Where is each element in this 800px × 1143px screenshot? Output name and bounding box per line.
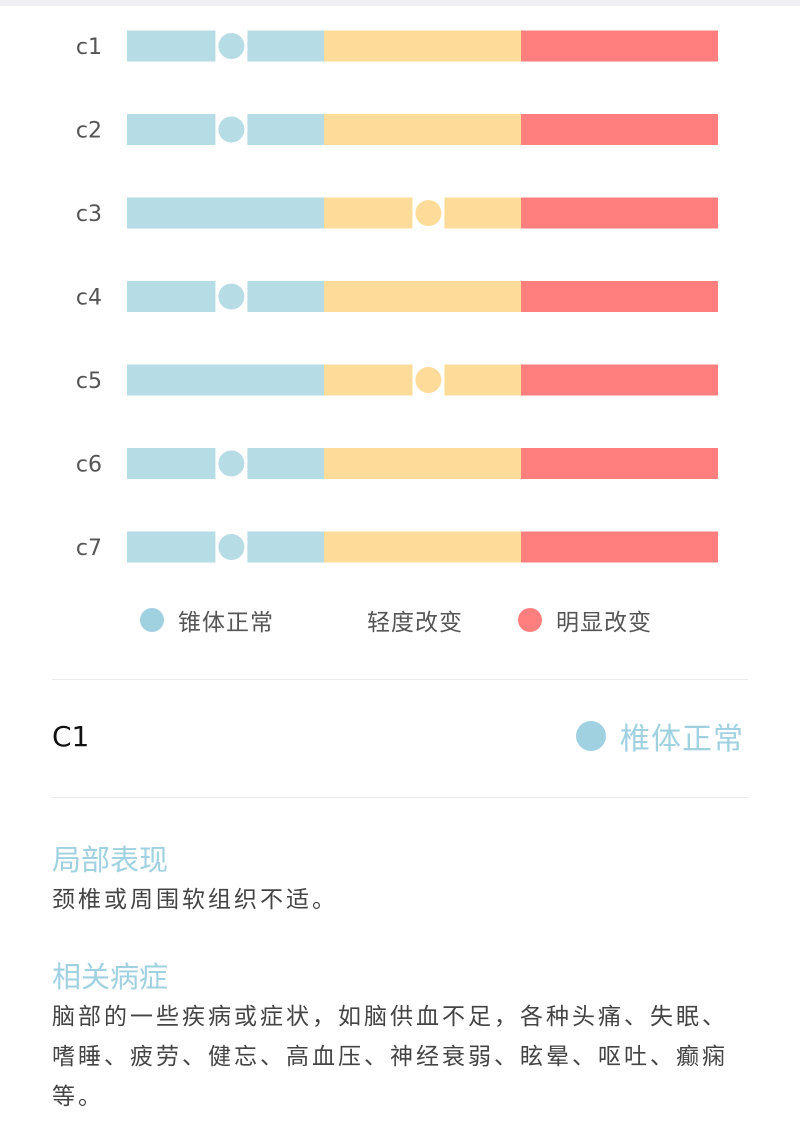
status-dot-icon (576, 721, 606, 751)
legend-label-severe: 明显改变 (556, 610, 652, 636)
bar-segment-c6-2 (324, 448, 522, 479)
chart-legend: 锥体正常 轻度改变 明显改变 (0, 598, 800, 642)
marker-dot-c7 (218, 534, 245, 560)
bar-segment-c7-2 (324, 531, 522, 563)
marker-dot-c2 (218, 116, 245, 143)
legend-dot-normal (140, 608, 164, 632)
section-title-related: 相关病症 (52, 960, 169, 994)
section-title-local: 局部表现 (52, 843, 169, 877)
section-related-diseases: 相关病症 脑部的一些疾病或症状，如脑供血不足，各种头痛、失眠、嗜睡、疲劳、健忘、… (52, 957, 752, 1117)
legend-label-mild: 轻度改变 (367, 610, 463, 636)
vertebra-status-chart: c1 c2 c3 c4 c5 c6 c7 (76, 30, 718, 563)
bar-segment-c5-1 (127, 364, 325, 396)
section-body-local: 颈椎或周围软组织不适。 (52, 887, 338, 913)
divider-bottom (52, 797, 748, 798)
marker-dot-c5 (415, 367, 442, 393)
bar-segment-c1-2 (324, 30, 522, 62)
marker-dot-c3 (415, 200, 442, 226)
row-label-c2: c2 (76, 119, 102, 144)
bar-segment-c5-3 (521, 364, 718, 396)
marker-dot-c4 (218, 283, 245, 310)
bar-segment-c2-2 (324, 114, 522, 145)
divider-top (52, 679, 748, 680)
legend-item-severe: 明显改变 (518, 598, 652, 642)
legend-label-normal: 锥体正常 (178, 610, 274, 636)
bar-segment-c3-1 (127, 197, 325, 229)
bar-segment-c6-3 (521, 448, 718, 479)
bar-segment-c7-3 (521, 531, 718, 563)
legend-dot-severe (518, 608, 542, 632)
marker-dot-c1 (218, 33, 245, 59)
marker-dot-c6 (218, 450, 245, 477)
selected-vertebra-name: C1 (52, 720, 90, 753)
selected-vertebra-status: 椎体正常 (576, 714, 744, 758)
selected-vertebra-status-label: 椎体正常 (620, 722, 744, 757)
bar-segment-c1-3 (521, 30, 718, 62)
bar-segment-c2-3 (521, 114, 718, 145)
row-label-c7: c7 (76, 536, 102, 561)
legend-item-normal: 锥体正常 (140, 598, 274, 642)
section-local-symptoms: 局部表现 颈椎或周围软组织不适。 (52, 840, 752, 920)
bar-segment-c3-3 (521, 197, 718, 229)
row-label-c1: c1 (76, 35, 102, 60)
bar-segment-c4-2 (324, 281, 522, 312)
top-strip (0, 0, 800, 6)
section-body-related: 脑部的一些疾病或症状，如脑供血不足，各种头痛、失眠、嗜睡、疲劳、健忘、高血压、神… (52, 1004, 728, 1110)
selected-vertebra-row[interactable]: C1 椎体正常 (0, 700, 800, 780)
bar-segment-c4-3 (521, 281, 718, 312)
row-label-c3: c3 (76, 202, 102, 227)
legend-item-mild: 轻度改变 (367, 598, 463, 642)
row-label-c4: c4 (76, 286, 102, 311)
row-label-c6: c6 (76, 453, 102, 478)
row-label-c5: c5 (76, 369, 102, 394)
